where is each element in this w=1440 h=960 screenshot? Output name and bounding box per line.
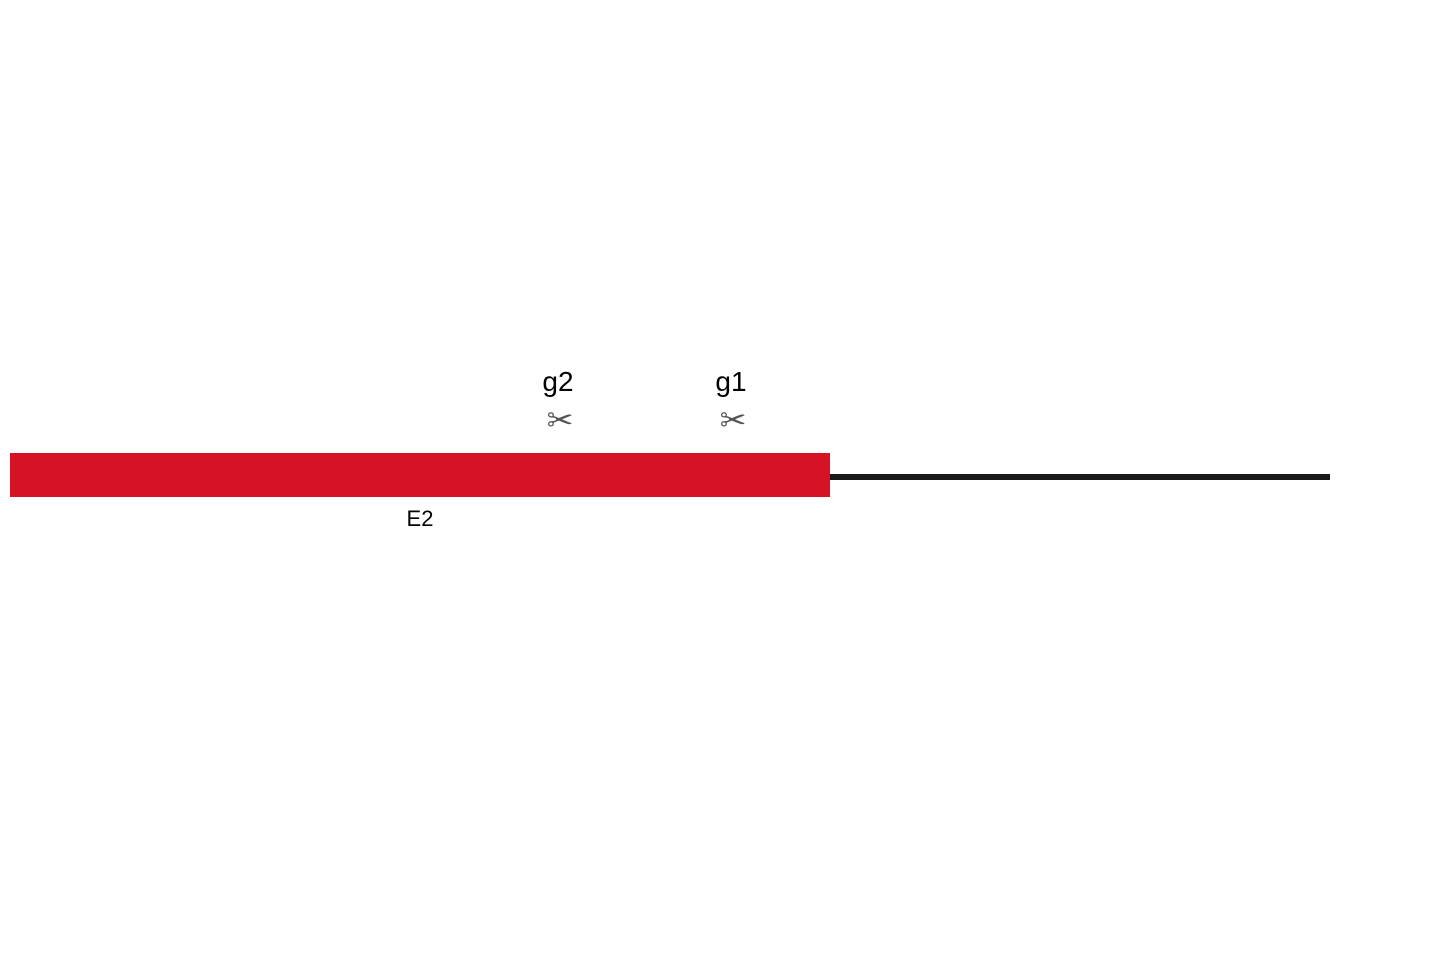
exon-block-e2 [10,453,830,497]
gene-diagram: E2 g2 ✂ g1 ✂ [0,0,1440,960]
cut-site-label-g1: g1 [715,366,746,398]
exon-label-e2: E2 [407,506,434,532]
cut-site-label-g2: g2 [542,366,573,398]
scissors-icon: ✂ [547,404,574,436]
scissors-icon: ✂ [720,404,747,436]
